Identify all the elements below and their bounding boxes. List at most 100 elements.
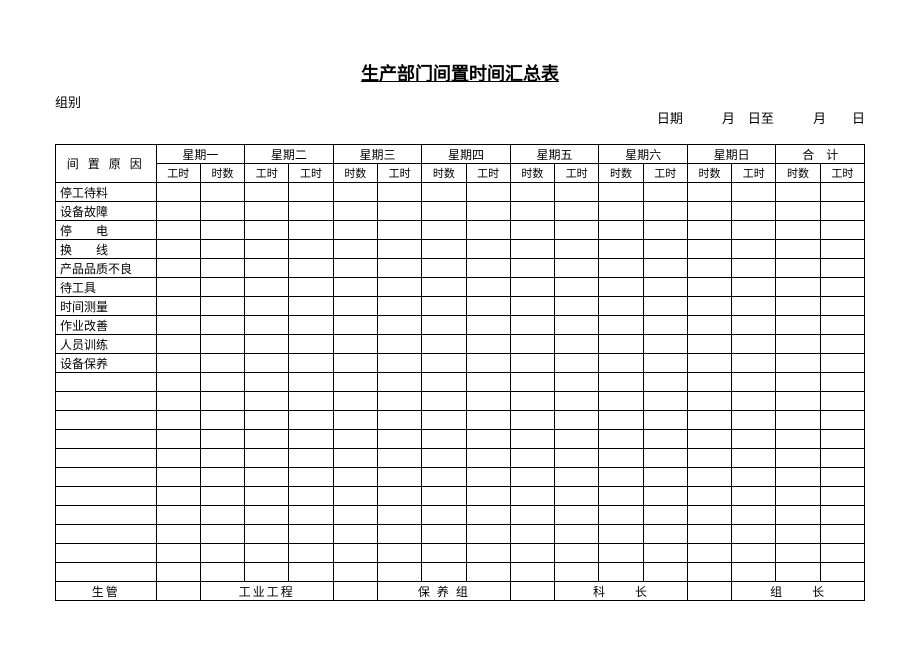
data-cell	[510, 335, 554, 354]
data-cell	[200, 183, 244, 202]
data-cell	[820, 449, 864, 468]
data-cell	[687, 544, 731, 563]
data-cell	[377, 392, 421, 411]
data-cell	[687, 183, 731, 202]
reason-cell	[56, 525, 157, 544]
data-cell	[200, 411, 244, 430]
data-cell	[422, 335, 466, 354]
data-cell	[732, 259, 776, 278]
data-cell	[422, 240, 466, 259]
data-cell	[643, 411, 687, 430]
data-cell	[555, 449, 599, 468]
data-cell	[289, 411, 333, 430]
data-cell	[599, 221, 643, 240]
data-cell	[422, 487, 466, 506]
data-cell	[732, 468, 776, 487]
data-cell	[200, 221, 244, 240]
sub-header: 工时	[377, 164, 421, 183]
data-cell	[156, 373, 200, 392]
data-cell	[200, 449, 244, 468]
data-cell	[599, 506, 643, 525]
data-cell	[333, 544, 377, 563]
data-cell	[599, 563, 643, 582]
data-cell	[245, 525, 289, 544]
data-cell	[732, 411, 776, 430]
data-cell	[333, 183, 377, 202]
data-cell	[599, 278, 643, 297]
data-cell	[200, 468, 244, 487]
day-header: 合 计	[776, 145, 865, 164]
data-cell	[820, 202, 864, 221]
data-cell	[820, 297, 864, 316]
data-cell	[245, 430, 289, 449]
data-cell	[333, 278, 377, 297]
data-cell	[643, 354, 687, 373]
data-cell	[333, 430, 377, 449]
data-cell	[776, 278, 820, 297]
data-cell	[510, 278, 554, 297]
data-cell	[333, 373, 377, 392]
data-cell	[466, 316, 510, 335]
data-cell	[466, 335, 510, 354]
data-cell	[156, 316, 200, 335]
data-cell	[245, 449, 289, 468]
data-cell	[333, 354, 377, 373]
data-cell	[156, 468, 200, 487]
data-cell	[333, 468, 377, 487]
reason-cell: 设备故障	[56, 202, 157, 221]
data-cell	[377, 202, 421, 221]
data-cell	[156, 544, 200, 563]
data-cell	[599, 183, 643, 202]
data-cell	[289, 240, 333, 259]
data-cell	[643, 487, 687, 506]
data-cell	[245, 202, 289, 221]
data-cell	[776, 183, 820, 202]
data-cell	[156, 430, 200, 449]
data-cell	[732, 202, 776, 221]
data-cell	[289, 449, 333, 468]
data-cell	[599, 202, 643, 221]
data-cell	[245, 563, 289, 582]
data-cell	[820, 316, 864, 335]
data-cell	[687, 468, 731, 487]
data-cell	[643, 468, 687, 487]
data-cell	[200, 240, 244, 259]
reason-cell: 换 线	[56, 240, 157, 259]
sub-header: 时数	[510, 164, 554, 183]
data-cell	[200, 544, 244, 563]
data-cell	[687, 316, 731, 335]
day-header: 星期三	[333, 145, 422, 164]
data-cell	[510, 259, 554, 278]
data-cell	[422, 430, 466, 449]
data-cell	[422, 316, 466, 335]
data-cell	[245, 506, 289, 525]
data-cell	[333, 487, 377, 506]
data-cell	[820, 221, 864, 240]
data-cell	[245, 316, 289, 335]
data-cell	[200, 259, 244, 278]
data-cell	[732, 373, 776, 392]
data-cell	[510, 221, 554, 240]
data-cell	[732, 335, 776, 354]
data-cell	[466, 183, 510, 202]
data-cell	[643, 183, 687, 202]
data-cell	[377, 297, 421, 316]
reason-cell: 产品品质不良	[56, 259, 157, 278]
data-cell	[156, 335, 200, 354]
data-cell	[156, 506, 200, 525]
sub-header: 时数	[776, 164, 820, 183]
data-cell	[333, 259, 377, 278]
footer-cell	[510, 582, 554, 601]
data-cell	[820, 506, 864, 525]
data-cell	[422, 183, 466, 202]
data-cell	[643, 525, 687, 544]
data-cell	[599, 335, 643, 354]
data-cell	[156, 278, 200, 297]
date-range: 日期 月 日至 月 日	[637, 92, 865, 143]
data-cell	[687, 278, 731, 297]
date-label: 日期	[657, 111, 683, 126]
data-cell	[377, 259, 421, 278]
data-cell	[200, 354, 244, 373]
data-cell	[555, 430, 599, 449]
header-line: 组别 日期 月 日至 月 日	[55, 92, 865, 143]
